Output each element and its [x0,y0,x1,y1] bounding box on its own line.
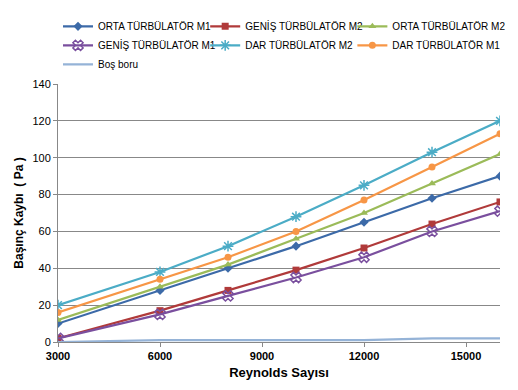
svg-text:20: 20 [39,299,51,311]
svg-text:3000: 3000 [46,350,70,362]
svg-text:100: 100 [32,152,50,164]
svg-text:Başınç Kaybı ( Pa ): Başınç Kaybı ( Pa ) [12,157,26,268]
svg-text:80: 80 [39,188,51,200]
svg-text:ORTA TÜRBÜLATÖR M1: ORTA TÜRBÜLATÖR M1 [98,21,211,32]
svg-text:DAR TÜRBÜLATÖR M2: DAR TÜRBÜLATÖR M2 [245,40,353,51]
svg-text:140: 140 [32,78,50,90]
svg-text:60: 60 [39,225,51,237]
svg-text:40: 40 [39,262,51,274]
svg-text:9000: 9000 [250,350,274,362]
svg-text:GENİŞ TÜRBÜLATÖR M2: GENİŞ TÜRBÜLATÖR M2 [245,20,363,32]
svg-text:0: 0 [45,336,51,348]
svg-text:Reynolds Sayısı: Reynolds Sayısı [229,365,329,380]
svg-text:GENİŞ TÜRBÜLATÖR M1: GENİŞ TÜRBÜLATÖR M1 [98,39,216,51]
svg-text:ORTA TÜRBÜLATÖR M2: ORTA TÜRBÜLATÖR M2 [392,21,505,32]
svg-text:DAR TÜRBÜLATÖR M1: DAR TÜRBÜLATÖR M1 [392,40,500,51]
svg-text:120: 120 [32,115,50,127]
svg-text:15000: 15000 [451,350,482,362]
svg-text:6000: 6000 [148,350,172,362]
svg-text:12000: 12000 [349,350,380,362]
svg-text:Boş boru: Boş boru [98,59,138,70]
